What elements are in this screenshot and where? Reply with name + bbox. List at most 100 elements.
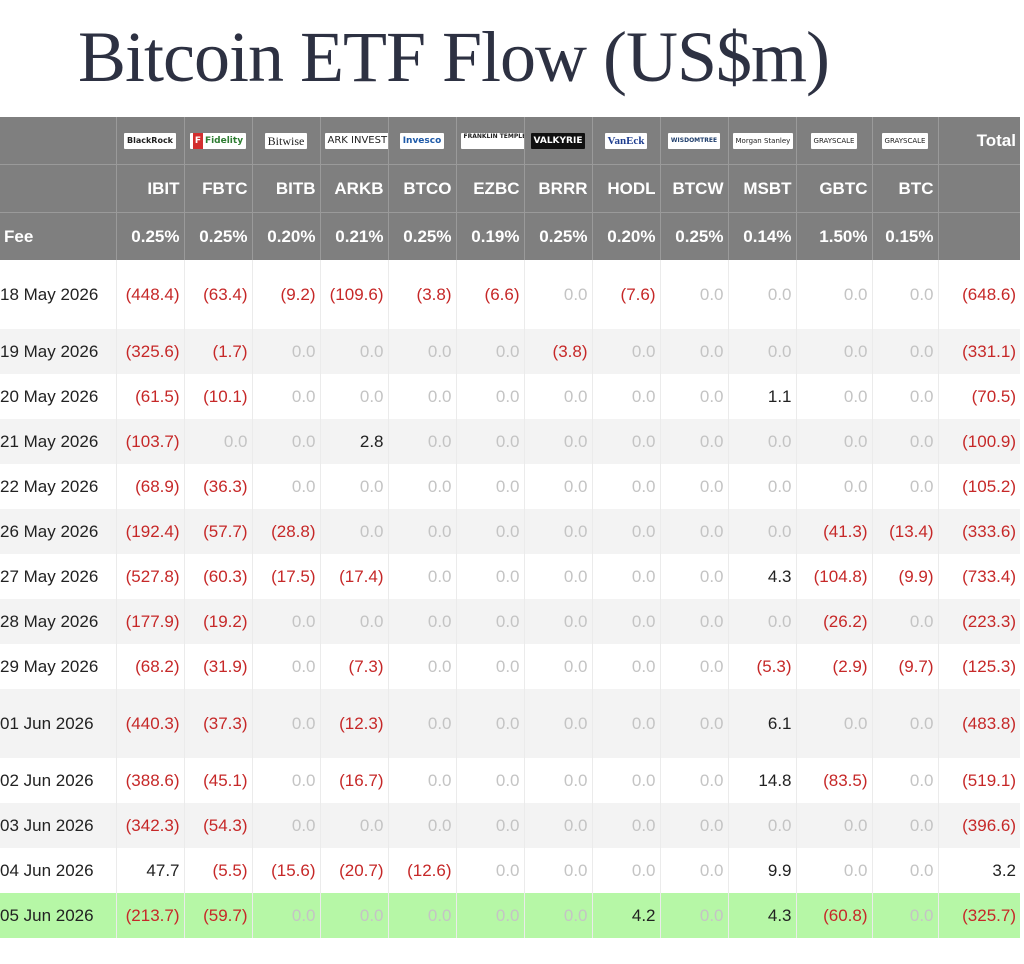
table-row: 01 Jun 2026 (440.3) (37.3) 0.0 (12.3) 0.0 0.0 0… (0, 689, 1020, 758)
blackrock-logo-icon: BlackRock (123, 133, 177, 150)
flow-cell-arkb: 0.0 (320, 509, 389, 554)
flow-cell-arkb: (7.3) (320, 644, 389, 689)
flow-cell-arkb: 0.0 (320, 803, 389, 848)
flow-cell-gbtc: 0.0 (796, 419, 873, 464)
issuer-logo-cell: VALKYRIE (524, 117, 593, 165)
flow-cell-ibit: (177.9) (116, 599, 185, 644)
flow-cell-btco: (12.6) (388, 848, 457, 893)
flow-cell-btcw: 0.0 (660, 758, 729, 803)
flow-cell-btc: 0.0 (872, 758, 939, 803)
flow-cell-ezbc: (6.6) (456, 260, 525, 329)
invesco-logo-icon: Invesco (399, 133, 445, 150)
issuer-logo-cell: ARK INVEST (320, 117, 389, 165)
flow-cell-ezbc: 0.0 (456, 599, 525, 644)
flow-cell-ibit: (61.5) (116, 374, 185, 419)
table-row: 20 May 2026 (61.5) (10.1) 0.0 0.0 0.0 0.0 0.0 0.… (0, 374, 1020, 419)
table-row: 28 May 2026 (177.9) (19.2) 0.0 0.0 0.0 0.0 0.0 0… (0, 599, 1020, 644)
flow-cell-ibit: (448.4) (116, 260, 185, 329)
row-total: (648.6) (962, 284, 1016, 304)
flow-cell-gbtc: (26.2) (796, 599, 873, 644)
flow-cell-msbt: 4.3 (728, 554, 797, 599)
row-date: 28 May 2026 (0, 599, 117, 644)
row-total: (483.8) (938, 689, 1020, 758)
flow-cell-msbt: 0.0 (728, 464, 797, 509)
flow-cell-arkb: (109.6) (320, 260, 389, 329)
flow-cell-btc: (9.7) (872, 644, 939, 689)
flow-cell-ezbc: 0.0 (456, 464, 525, 509)
flow-cell-btco: 0.0 (388, 329, 457, 374)
fidelity-logo-text: Fidelity (204, 136, 244, 147)
flow-cell-brrr: 0.0 (524, 644, 593, 689)
flow-cell-hodl: (7.6) (592, 260, 661, 329)
flow-cell-btco: 0.0 (388, 419, 457, 464)
ticker-header-fbtc: FBTC (184, 164, 253, 213)
flow-cell-gbtc: (2.9) (796, 644, 873, 689)
bitwise-logo-icon: Bitwise (264, 133, 308, 150)
table-row: 29 May 2026 (68.2) (31.9) 0.0 (7.3) 0.0 0.0 0.0… (0, 644, 1020, 689)
flow-cell-bitb: (9.2) (252, 260, 321, 329)
flow-cell-btcw: 0.0 (660, 848, 729, 893)
flow-cell-btco: 0.0 (388, 758, 457, 803)
flow-cell-hodl: 0.0 (592, 644, 661, 689)
flow-cell-msbt: 9.9 (728, 848, 797, 893)
fee-value-bitb: 0.20% (252, 212, 321, 260)
flow-cell-btcw: 0.0 (660, 893, 729, 938)
ticker-header-bitb: BITB (252, 164, 321, 213)
row-total: 3.2 (992, 860, 1016, 880)
flow-cell-ezbc: 0.0 (456, 644, 525, 689)
flow-cell-gbtc: (104.8) (796, 554, 873, 599)
table-row: 22 May 2026 (68.9) (36.3) 0.0 0.0 0.0 0.0 0.0 0.… (0, 464, 1020, 509)
flow-cell-gbtc: 0.0 (796, 329, 873, 374)
ticker-header-btco: BTCO (388, 164, 457, 213)
grayscale-logo-icon: GRAYSCALE (810, 133, 858, 150)
flow-cell-btcw: 0.0 (660, 599, 729, 644)
flow-cell-fbtc: (54.3) (184, 803, 253, 848)
flow-cell-brrr: 0.0 (524, 689, 593, 758)
flow-cell-bitb: 0.0 (252, 758, 321, 803)
flow-cell-btc: 0.0 (872, 464, 939, 509)
ticker-header-gbtc: GBTC (796, 164, 873, 213)
flow-cell-btco: 0.0 (388, 374, 457, 419)
flow-cell-btco: 0.0 (388, 803, 457, 848)
franklin-templeton-logo-icon: FRANKLIN TEMPLETON (460, 133, 523, 150)
flow-cell-fbtc: (57.7) (184, 509, 253, 554)
ticker-row: IBIT FBTC BITB ARKB BTCO EZBC BRRR HODL BTCW MSBT… (0, 164, 1020, 213)
flow-cell-btco: 0.0 (388, 689, 457, 758)
flow-cell-msbt: 0.0 (728, 599, 797, 644)
flow-cell-fbtc: 0.0 (184, 419, 253, 464)
ticker-header-arkb: ARKB (320, 164, 389, 213)
flow-cell-fbtc: (63.4) (184, 260, 253, 329)
ark-invest-logo-icon: ARK INVEST (324, 133, 387, 150)
flow-cell-ibit: (388.6) (116, 758, 185, 803)
flow-cell-fbtc: (5.5) (184, 848, 253, 893)
flow-cell-ezbc: 0.0 (456, 758, 525, 803)
flow-cell-btcw: 0.0 (660, 464, 729, 509)
flow-cell-bitb: (15.6) (252, 848, 321, 893)
ticker-header-brrr: BRRR (524, 164, 593, 213)
flow-cell-ibit: (68.9) (116, 464, 185, 509)
flow-cell-btcw: 0.0 (660, 329, 729, 374)
row-date: 27 May 2026 (0, 554, 117, 599)
flow-cell-brrr: 0.0 (524, 464, 593, 509)
flow-cell-brrr: 0.0 (524, 599, 593, 644)
flow-cell-fbtc: (10.1) (184, 374, 253, 419)
fee-value-btcw: 0.25% (660, 212, 729, 260)
flow-cell-gbtc: 0.0 (796, 464, 873, 509)
wisdomtree-logo-icon: WISDOMTREE (667, 133, 721, 150)
flow-cell-hodl: 0.0 (592, 329, 661, 374)
flow-cell-msbt: 1.1 (728, 374, 797, 419)
flow-cell-btcw: 0.0 (660, 509, 729, 554)
flow-cell-hodl: 0.0 (592, 374, 661, 419)
flow-cell-arkb: 0.0 (320, 599, 389, 644)
flow-cell-gbtc: (60.8) (796, 893, 873, 938)
flow-cell-btc: 0.0 (872, 374, 939, 419)
issuer-logo-cell: GRAYSCALE (872, 117, 939, 165)
row-total: (733.4) (962, 566, 1016, 586)
flow-cell-bitb: (17.5) (252, 554, 321, 599)
flow-cell-ibit: (342.3) (116, 803, 185, 848)
flow-cell-fbtc: (45.1) (184, 758, 253, 803)
page-title: Bitcoin ETF Flow (US$m) (78, 17, 830, 97)
flow-cell-ezbc: 0.0 (456, 803, 525, 848)
flow-cell-btcw: 0.0 (660, 374, 729, 419)
flow-cell-btco: 0.0 (388, 554, 457, 599)
